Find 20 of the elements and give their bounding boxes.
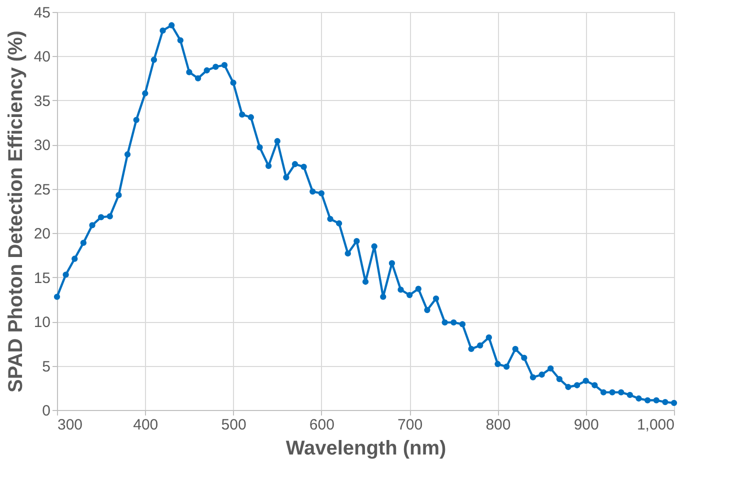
x-axis-title: Wavelength (nm) [286,438,446,460]
y-tick-label: 20 [34,226,50,243]
x-tick-label: 800 [486,416,511,434]
y-tick-label: 45 [34,4,50,22]
y-tick-label: 30 [34,137,50,154]
x-tick-label: 700 [398,416,423,434]
x-tick-label: 600 [309,416,334,434]
x-tick-label: 1,000 [636,416,674,434]
x-tick-label: 500 [221,416,246,434]
y-tick-label: 5 [42,358,50,376]
y-tick-label: 40 [34,48,50,66]
y-tick-label: 15 [34,270,50,287]
x-tick-label: 300 [58,416,83,434]
y-tick-label: 35 [34,92,50,110]
y-tick-label: 25 [34,181,50,198]
x-tick-label: 400 [133,416,158,434]
y-axis-title: SPAD Photon Detection Efficiency (%) [4,30,27,392]
x-tick-label: 900 [574,416,599,434]
y-tick-label: 0 [42,402,50,420]
y-tick-label: 10 [34,314,50,332]
